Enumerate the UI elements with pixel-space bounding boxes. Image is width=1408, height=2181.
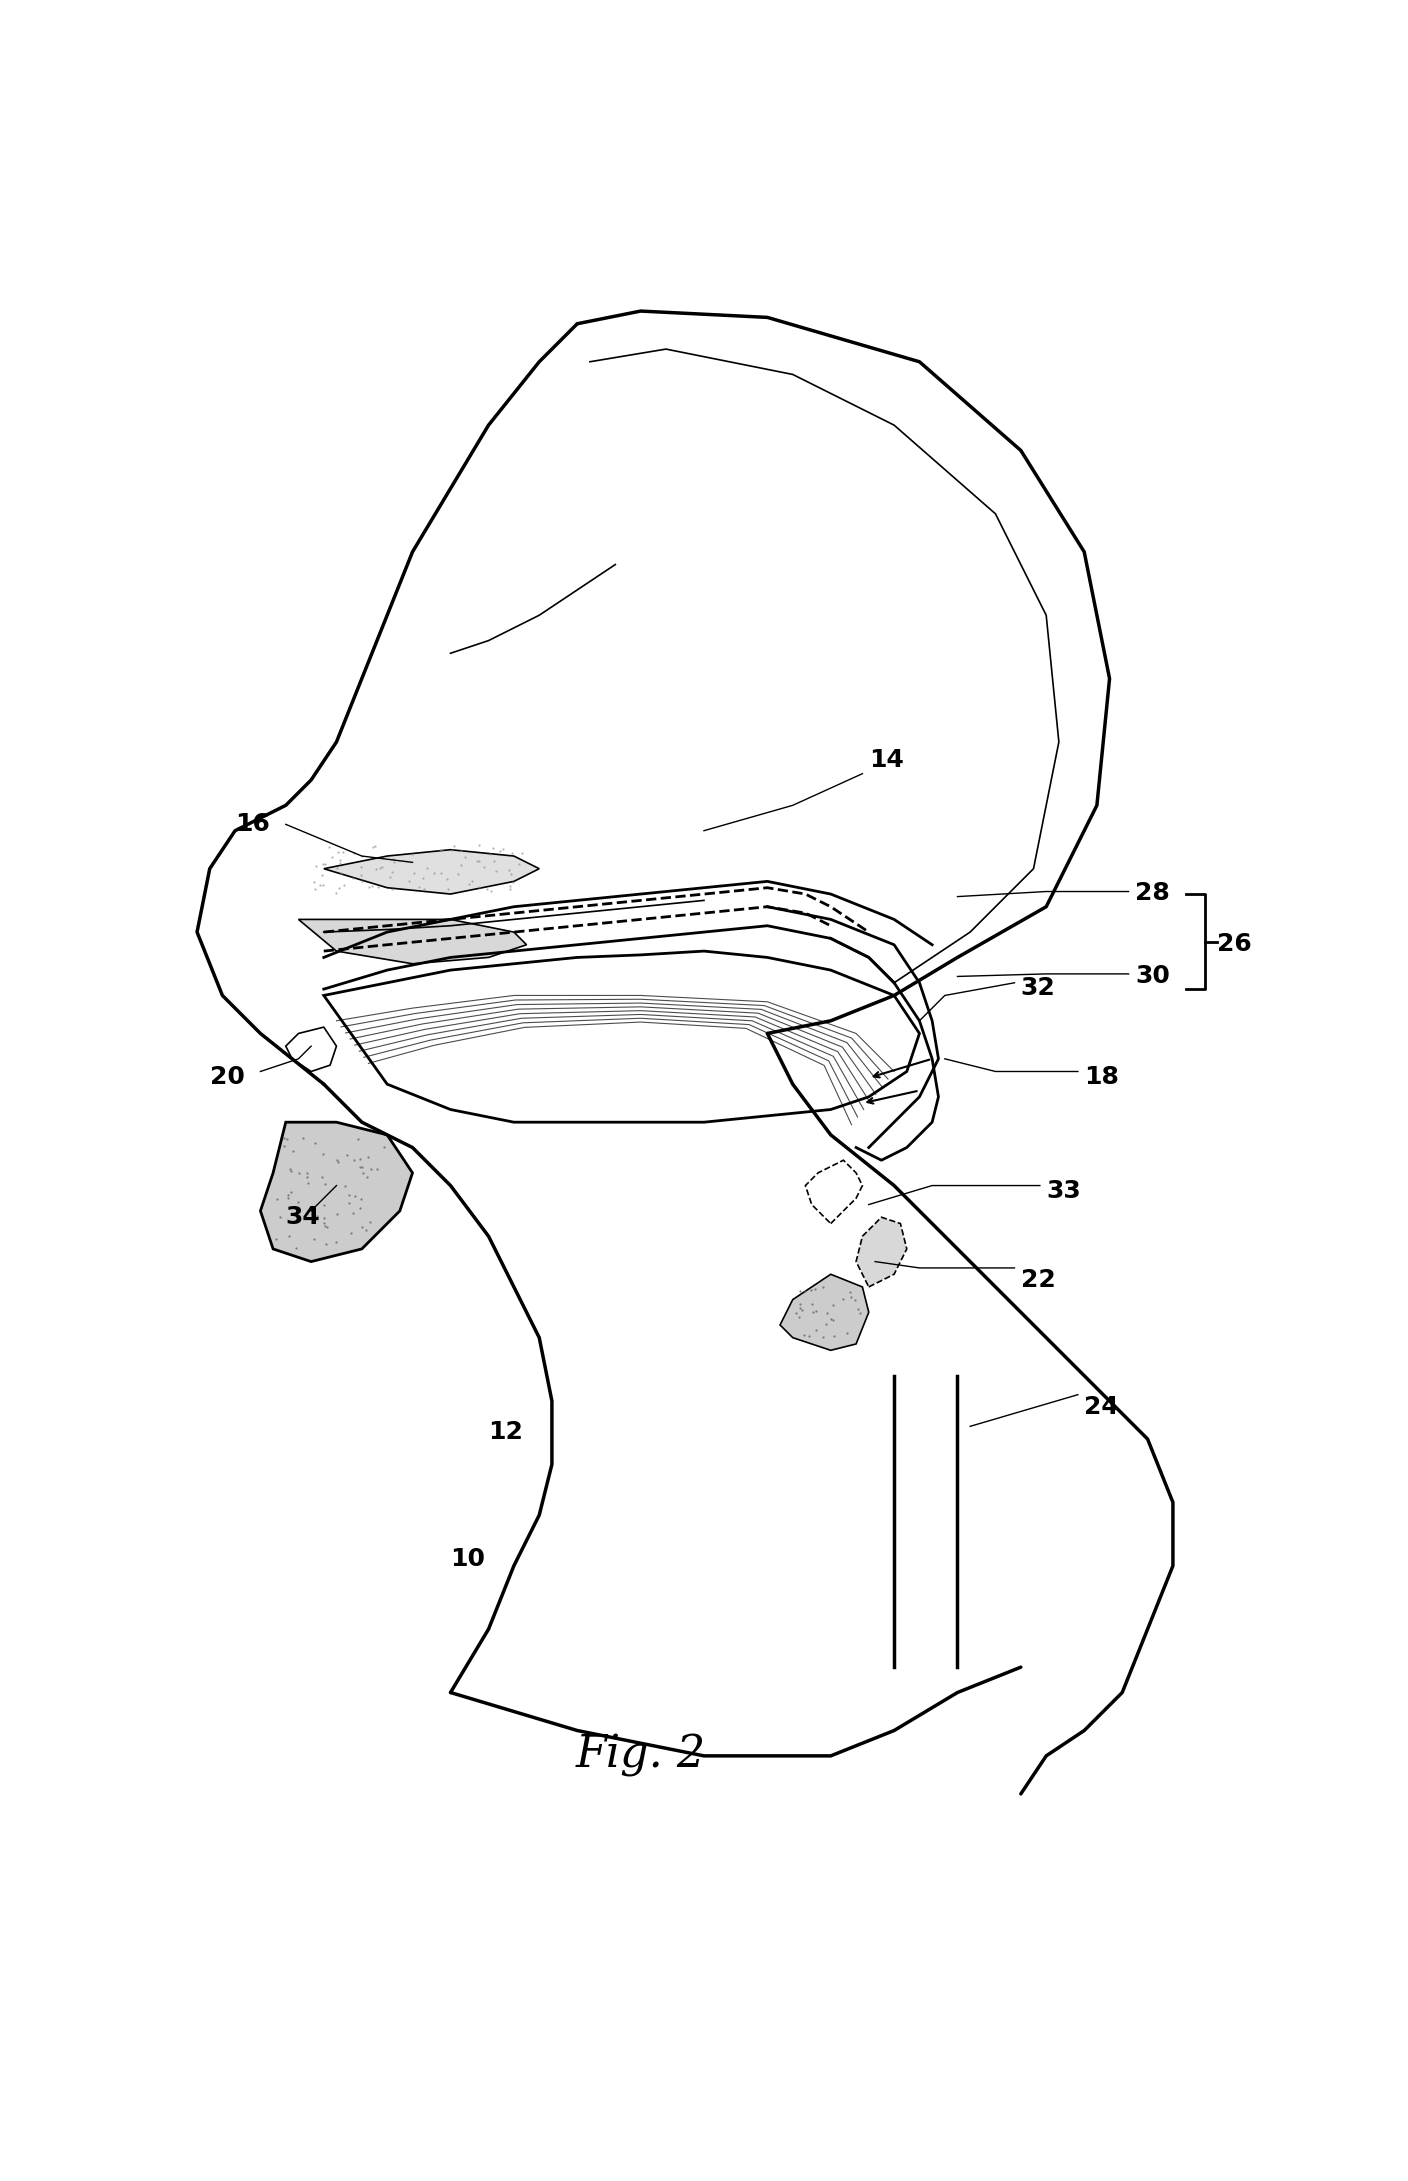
Polygon shape [780,1274,869,1350]
Text: 22: 22 [1021,1267,1056,1291]
Polygon shape [324,851,539,894]
Text: 16: 16 [235,811,270,835]
Text: 24: 24 [1084,1394,1119,1418]
Text: 30: 30 [1135,964,1170,988]
Text: 26: 26 [1218,931,1252,955]
Text: 12: 12 [489,1420,524,1444]
Polygon shape [324,951,919,1123]
Text: 20: 20 [210,1064,245,1088]
Polygon shape [856,1217,907,1287]
Polygon shape [805,1160,863,1224]
Text: 32: 32 [1021,977,1056,1001]
Text: 10: 10 [451,1546,486,1570]
Polygon shape [260,1123,413,1261]
Text: 33: 33 [1046,1180,1081,1204]
Text: 14: 14 [869,748,904,772]
Text: 34: 34 [286,1204,321,1228]
Text: 18: 18 [1084,1064,1119,1088]
Polygon shape [286,1027,337,1071]
Text: 28: 28 [1135,881,1170,905]
Text: Fig. 2: Fig. 2 [576,1734,705,1778]
Polygon shape [298,920,527,964]
